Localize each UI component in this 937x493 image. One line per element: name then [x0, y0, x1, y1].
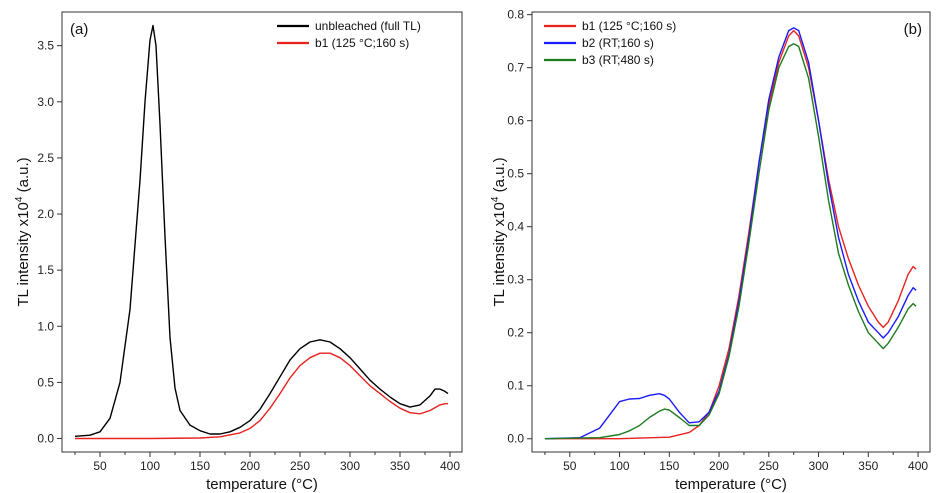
- y-axis-title: TL intensity x104 (a.u.): [14, 157, 32, 306]
- x-axis-title: temperature (°C): [675, 476, 787, 493]
- y-tick-label: 0.8: [507, 8, 524, 22]
- y-tick-label: 1.5: [37, 263, 54, 277]
- x-tick-label: 350: [858, 459, 878, 473]
- x-tick-label: 250: [759, 459, 779, 473]
- x-tick-label: 300: [809, 459, 829, 473]
- y-tick-label: 0.5: [507, 167, 524, 181]
- x-tick-label: 300: [340, 459, 360, 473]
- y-axis-title: TL intensity x104 (a.u.): [490, 157, 508, 306]
- legend: unbleached (full TL) b1 (125 °C;160 s): [277, 19, 421, 50]
- y-tick-label: 2.0: [37, 207, 54, 221]
- y-tick-label: 1.0: [37, 319, 54, 333]
- x-tick-label: 50: [93, 459, 107, 473]
- y-tick-label: 0.0: [507, 432, 524, 446]
- legend-label: unbleached (full TL): [315, 19, 421, 33]
- x-tick-label: 200: [240, 459, 260, 473]
- series-line-1: [74, 24, 449, 437]
- x-tick-label: 400: [908, 459, 928, 473]
- series-line-2: [544, 27, 917, 440]
- y-tick-label: 0.1: [507, 379, 524, 393]
- y-tick-label: 0.3: [507, 273, 524, 287]
- y-tick-label: 2.5: [37, 151, 54, 165]
- legend: b1 (125 °C;160 s) b2 (RT;160 s) b3 (RT;480…: [544, 19, 676, 67]
- y-tick-label: 3.5: [37, 39, 54, 53]
- legend-label: b1 (125 °C;160 s): [582, 19, 676, 33]
- series-line-3: [544, 43, 917, 440]
- panel-label: (a): [70, 21, 88, 38]
- chart-panel-b: 50 100 150 200 250 300 350 400 0.0 0.1 0.2 0.3 0.4 0.…: [490, 8, 931, 493]
- series-line-2: [75, 352, 448, 440]
- y-tick-label: 0.6: [507, 114, 524, 128]
- y-tick-label: 3.0: [37, 95, 54, 109]
- legend-label: b1 (125 °C;160 s): [315, 36, 409, 50]
- x-tick-label: 100: [140, 459, 160, 473]
- y-tick-label: 0.0: [37, 432, 54, 446]
- plot-frame: [531, 11, 931, 453]
- y-tick-label: 0.4: [507, 220, 524, 234]
- x-tick-label: 400: [440, 459, 460, 473]
- x-tick-label: 150: [190, 459, 210, 473]
- plot-frame: [61, 11, 463, 453]
- x-tick-label: 50: [563, 459, 577, 473]
- x-tick-label: 350: [390, 459, 410, 473]
- y-tick-label: 0.2: [507, 326, 524, 340]
- x-tick-label: 200: [709, 459, 729, 473]
- panel-label: (b): [904, 21, 922, 38]
- chart-panel-a: 50 100 150 200 250 300 350 400 0.0 0.5 1.0 1.5 2.0 2.…: [14, 11, 463, 493]
- x-axis-title: temperature (°C): [206, 476, 318, 493]
- legend-label: b2 (RT;160 s): [582, 36, 654, 50]
- y-tick-label: 0.7: [507, 61, 524, 75]
- x-tick-label: 150: [659, 459, 679, 473]
- x-tick-label: 100: [610, 459, 630, 473]
- y-tick-label: 0.5: [37, 375, 54, 389]
- series-line-1: [544, 29, 917, 440]
- x-tick-label: 250: [290, 459, 310, 473]
- legend-label: b3 (RT;480 s): [582, 53, 654, 67]
